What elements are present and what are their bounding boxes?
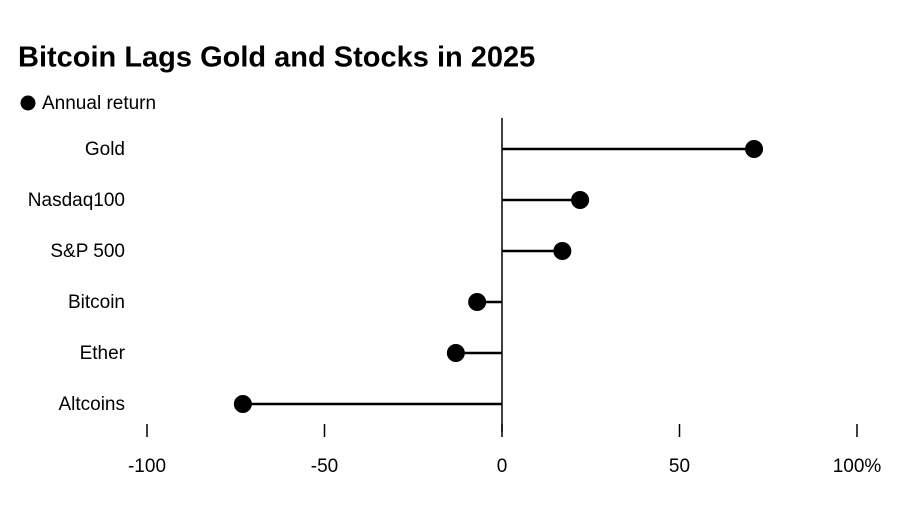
- dot: [233, 395, 252, 413]
- chart-title: Bitcoin Lags Gold and Stocks in 2025: [18, 42, 535, 74]
- y-tick-label: S&P 500: [50, 241, 125, 262]
- legend-label: Annual return: [42, 93, 156, 114]
- x-tick-label: 0: [497, 456, 508, 477]
- x-tick-label: 100%: [833, 456, 882, 477]
- dot: [745, 140, 764, 158]
- y-tick-label: Nasdaq100: [28, 190, 125, 211]
- y-tick-label: Bitcoin: [68, 292, 125, 313]
- x-tick-label: -100: [128, 456, 166, 477]
- dot: [446, 344, 465, 362]
- y-tick-label: Altcoins: [58, 394, 125, 415]
- x-tick-label: -50: [311, 456, 338, 477]
- legend-swatch: [20, 95, 36, 111]
- dot: [468, 293, 487, 311]
- y-tick-label: Ether: [80, 343, 126, 364]
- dot: [553, 242, 572, 260]
- x-tick-label: 50: [669, 456, 690, 477]
- dot: [571, 191, 590, 209]
- y-tick-label: Gold: [85, 139, 125, 160]
